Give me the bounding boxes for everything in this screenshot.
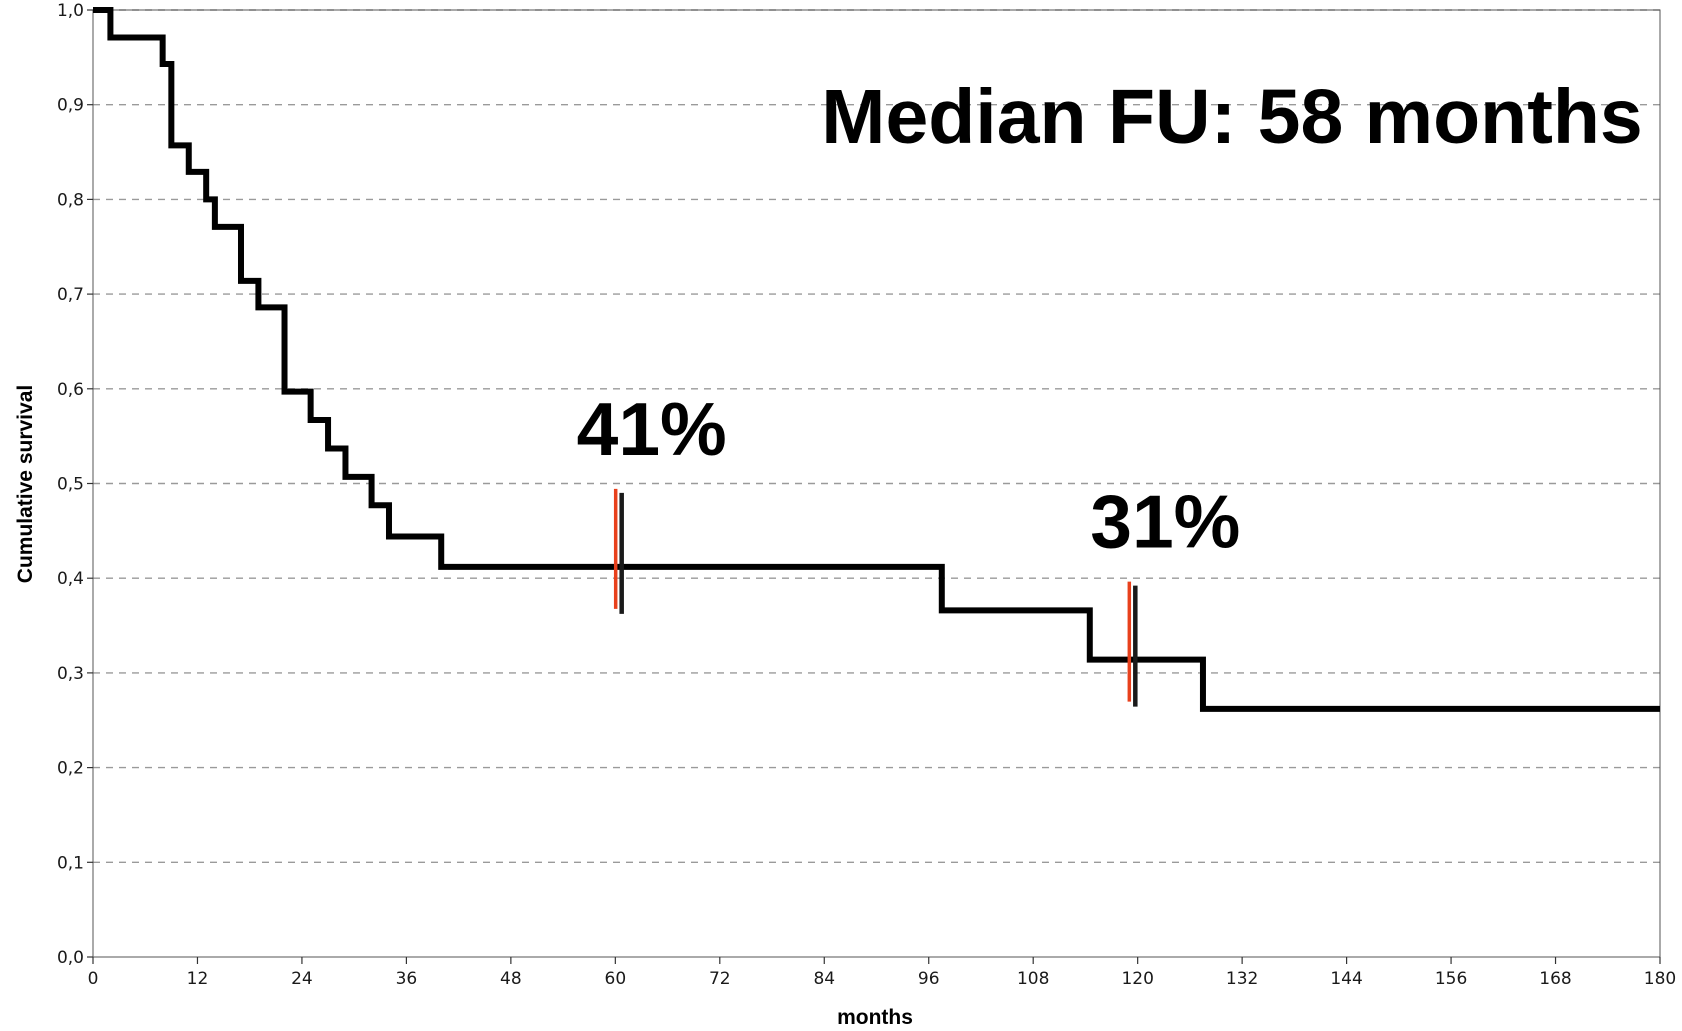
y-tick-label: 0,2 <box>57 759 84 779</box>
x-tick-label: 96 <box>918 969 940 989</box>
y-tick-label: 0,1 <box>57 853 84 873</box>
y-axis-title: Cumulative survival <box>14 385 37 583</box>
x-tick-label: 168 <box>1539 969 1571 989</box>
y-tick-label: 0,6 <box>57 380 84 400</box>
y-tick-label: 0,7 <box>57 285 84 305</box>
x-tick-label: 108 <box>1017 969 1049 989</box>
y-tick-label: 0,0 <box>57 948 84 968</box>
x-tick-label: 12 <box>187 969 209 989</box>
x-tick-label: 180 <box>1644 969 1676 989</box>
x-tick-label: 156 <box>1435 969 1467 989</box>
survival-curve <box>93 7 1660 712</box>
y-tick-label: 0,9 <box>57 96 84 116</box>
marker-label: 41% <box>577 387 727 471</box>
time-point-markers: 41% 31% <box>577 387 1240 707</box>
marker-label: 31% <box>1090 480 1240 564</box>
x-axis-title: months <box>837 1006 913 1029</box>
x-tick-label: 24 <box>291 969 313 989</box>
y-tick-label: 1,0 <box>57 1 84 21</box>
median-fu-annotation: Median FU: 58 months <box>821 74 1642 160</box>
x-tick-label: 132 <box>1226 969 1258 989</box>
x-tick-label: 36 <box>396 969 418 989</box>
x-tick-label: 144 <box>1330 969 1362 989</box>
x-tick-label: 60 <box>605 969 627 989</box>
y-tick-label: 0,5 <box>57 475 84 495</box>
survival-curves <box>93 7 1660 712</box>
x-tick-label: 72 <box>709 969 731 989</box>
y-tick-label: 0,4 <box>57 569 84 589</box>
axes: 0,0 0,1 0,2 0,3 0,4 0,5 0,6 0,7 0,8 0,9 1,0 0 12 24 36… <box>57 1 1676 989</box>
y-tick-label: 0,3 <box>57 664 84 684</box>
y-tick-label: 0,8 <box>57 190 84 210</box>
x-tick-label: 84 <box>813 969 835 989</box>
x-tick-label: 120 <box>1121 969 1153 989</box>
x-tick-label: 48 <box>500 969 522 989</box>
x-tick-label: 0 <box>88 969 99 989</box>
